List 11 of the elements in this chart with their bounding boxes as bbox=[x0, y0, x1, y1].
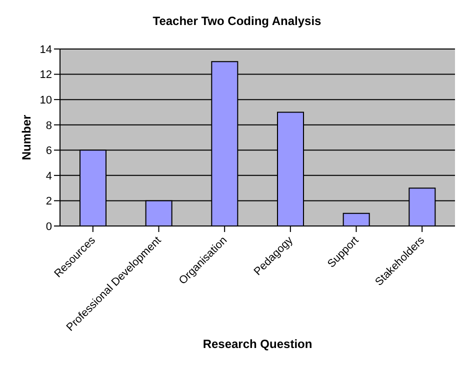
y-axis-title: Number bbox=[19, 114, 34, 160]
y-tick-label: 2 bbox=[46, 196, 52, 208]
y-tick-label: 0 bbox=[46, 220, 52, 233]
chart-title: Teacher Two Coding Analysis bbox=[152, 14, 322, 28]
y-tick-label: 6 bbox=[46, 145, 52, 158]
y-tick-label: 12 bbox=[40, 69, 52, 82]
y-tick-label: 4 bbox=[46, 170, 52, 182]
y-tick-label: 14 bbox=[40, 44, 52, 56]
y-tick-label: 8 bbox=[46, 120, 52, 132]
x-axis-title: Research Question bbox=[202, 337, 312, 351]
y-tick-label: 10 bbox=[40, 94, 52, 106]
